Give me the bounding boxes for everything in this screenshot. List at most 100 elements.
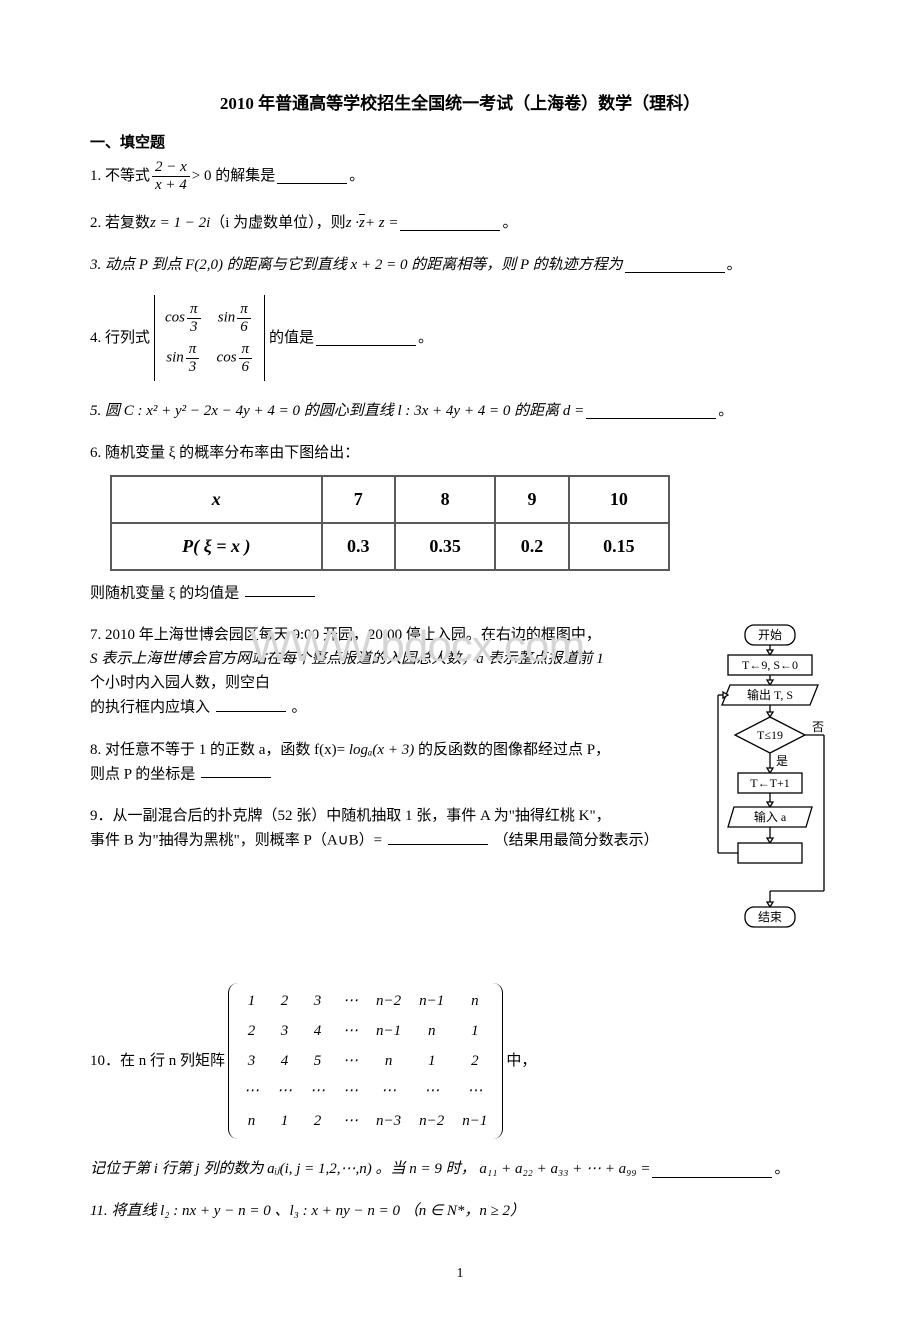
two-column-region: 7. 2010 年上海世博会园区每天 9:00 开园，20:00 停止入园。在右… [90, 623, 830, 983]
td-2: 0.35 [395, 523, 495, 570]
matrix-cell: ⋯ [424, 1079, 439, 1103]
matrix-cell: 2 [248, 1019, 256, 1043]
left-column: 7. 2010 年上海世博会园区每天 9:00 开园，20:00 停止入园。在右… [90, 623, 700, 871]
c11d: 3 [187, 319, 201, 336]
exam-title: 2010 年普通高等学校招生全国统一考试（上海卷）数学（理科） [90, 90, 830, 117]
matrix-cell: n−2 [376, 989, 401, 1013]
q6-blank [245, 581, 315, 598]
q1-blank [277, 168, 347, 185]
flowchart-svg: 开始 T←9, S←0 输出 T, S T≤19 否 是 [710, 623, 830, 983]
q6-text: 6. 随机变量 ξ 的概率分布率由下图给出： [90, 441, 830, 465]
matrix-cell: n [471, 989, 479, 1013]
q8-l2: 则点 P 的坐标是 [90, 766, 195, 782]
q2-expr: z = 1 − 2i [150, 211, 210, 235]
question-4: 4. 行列式 cosπ3 sinπ6 sinπ3 cosπ6 的值是 。 [90, 295, 830, 381]
paren-left [228, 983, 238, 1139]
q4-determinant: cosπ3 sinπ6 sinπ3 cosπ6 [154, 295, 265, 381]
q1-post2: 。 [349, 164, 364, 188]
q9-l2: 事件 B 为"抽得为黑桃"，则概率 P（A∪B）= （结果用最简分数表示） [90, 828, 700, 853]
q7-blank [216, 695, 286, 712]
q2-expr2a: z · [346, 211, 359, 235]
q2-mid: （i 为虚数单位），则 [210, 211, 345, 235]
question-5: 5. 圆 C : x² + y² − 2x − 4y + 4 = 0 的圆心到直… [90, 399, 830, 423]
question-10-line2: 记位于第 i 行第 j 列的数为 aᵢⱼ(i, j = 1,2,⋯,n) 。当 … [90, 1157, 830, 1181]
matrix-cell: 4 [281, 1049, 289, 1073]
q10-post: 中， [506, 1049, 536, 1073]
matrix-cell: 1 [471, 1019, 479, 1043]
c21n: π [186, 341, 200, 359]
matrix-cell: ⋯ [310, 1079, 325, 1103]
fc-init: T←9, S←0 [742, 658, 798, 672]
det-c21: sinπ3 [166, 341, 201, 375]
matrix-cell: 3 [314, 989, 322, 1013]
page-number: 1 [90, 1263, 830, 1285]
th-0: x [111, 476, 322, 523]
c22d: 6 [239, 359, 253, 376]
q3-blank [625, 257, 725, 274]
paren-right [493, 983, 503, 1139]
q10-l2post: 。 [774, 1157, 789, 1181]
q6-after-row: 则随机变量 ξ 的均值是 [90, 581, 830, 606]
th-4: 10 [569, 476, 669, 523]
fc-output: 输出 T, S [747, 687, 793, 702]
matrix-cell: ⋯ [343, 989, 358, 1013]
q3-text: 3. 动点 P 到点 F(2,0) 的距离与它到直线 x + 2 = 0 的距离… [90, 253, 623, 277]
table-data-row: P( ξ = x ) 0.3 0.35 0.2 0.15 [111, 523, 669, 570]
td-3: 0.2 [495, 523, 568, 570]
q8-expr: logₐ(x + 3) [349, 742, 414, 758]
matrix-cell: 2 [314, 1109, 322, 1133]
fc-end: 结束 [758, 910, 782, 924]
th-3: 9 [495, 476, 568, 523]
matrix-cell: ⋯ [343, 1109, 358, 1133]
fc-cond: T≤19 [757, 728, 783, 742]
q10-matrix: 123⋯n−2n−1n234⋯n−1n1345⋯n12⋯⋯⋯⋯⋯⋯⋯n12⋯n−… [228, 983, 503, 1139]
matrix-cell: 2 [471, 1049, 479, 1073]
fc-no: 否 [812, 720, 824, 734]
q9-blank [388, 828, 488, 845]
fc-yes: 是 [776, 754, 788, 768]
question-7: 7. 2010 年上海世博会园区每天 9:00 开园，20:00 停止入园。在右… [90, 623, 700, 720]
det-c22: cosπ6 [217, 341, 255, 375]
q1-fraction: 2 − x x + 4 [152, 159, 190, 193]
matrix-cell: ⋯ [343, 1049, 358, 1073]
q1-post1: > 0 的解集是 [192, 164, 275, 188]
det-grid: cosπ3 sinπ6 sinπ3 cosπ6 [155, 295, 264, 381]
td-0: P( ξ = x ) [111, 523, 322, 570]
det-c12: sinπ6 [218, 301, 253, 335]
q1-denominator: x + 4 [152, 177, 190, 194]
q9-l2post: （结果用最简分数表示） [494, 833, 659, 849]
matrix-cell: 5 [314, 1049, 322, 1073]
matrix-cell: ⋯ [343, 1079, 358, 1103]
q7-l3: 个小时内入园人数，则空白 [90, 671, 700, 695]
matrix-cell: ⋯ [467, 1079, 482, 1103]
matrix-cell: n−2 [419, 1109, 444, 1133]
q11-text: 11. 将直线 l₂ : nx + y − n = 0 、l₃ : x + ny… [90, 1199, 525, 1223]
matrix-cell: ⋯ [244, 1079, 259, 1103]
fc-input: 输入 a [754, 809, 787, 824]
q1-numerator: 2 − x [152, 159, 190, 177]
q4-pre: 4. 行列式 [90, 326, 150, 350]
question-3: 3. 动点 P 到点 F(2,0) 的距离与它到直线 x + 2 = 0 的距离… [90, 253, 830, 277]
c11f: cos [165, 310, 185, 326]
det-c11: cosπ3 [165, 301, 203, 335]
c12f: sin [218, 310, 236, 326]
c22n: π [239, 341, 253, 359]
q10-pre: 10．在 n 行 n 列矩阵 [90, 1049, 225, 1073]
q4-blank [316, 330, 416, 347]
matrix-cell: 2 [281, 989, 289, 1013]
question-1: 1. 不等式 2 − x x + 4 > 0 的解集是 。 [90, 159, 830, 193]
c11n: π [187, 301, 201, 319]
q5-text: 5. 圆 C : x² + y² − 2x − 4y + 4 = 0 的圆心到直… [90, 399, 584, 423]
probability-table: x 7 8 9 10 P( ξ = x ) 0.3 0.35 0.2 0.15 [110, 475, 670, 571]
q5-blank [586, 403, 716, 420]
question-9: 9．从一副混合后的扑克牌（52 张）中随机抽取 1 张，事件 A 为"抽得红桃 … [90, 804, 700, 853]
question-6: 6. 随机变量 ξ 的概率分布率由下图给出： x 7 8 9 10 P( ξ =… [90, 441, 830, 605]
matrix-cell: n [248, 1109, 256, 1133]
question-8: 8. 对任意不等于 1 的正数 a，函数 f(x)= logₐ(x + 3) 的… [90, 738, 700, 787]
q7-l4post: 。 [292, 700, 307, 716]
question-10: 10．在 n 行 n 列矩阵 123⋯n−2n−1n234⋯n−1n1345⋯n… [90, 983, 830, 1139]
c22f: cos [217, 350, 237, 366]
q10-l2pre: 记位于第 i 行第 j 列的数为 aᵢⱼ(i, j = 1,2,⋯,n) 。当 … [90, 1157, 650, 1181]
q10-blank [652, 1161, 772, 1178]
matrix-cell: ⋯ [343, 1019, 358, 1043]
